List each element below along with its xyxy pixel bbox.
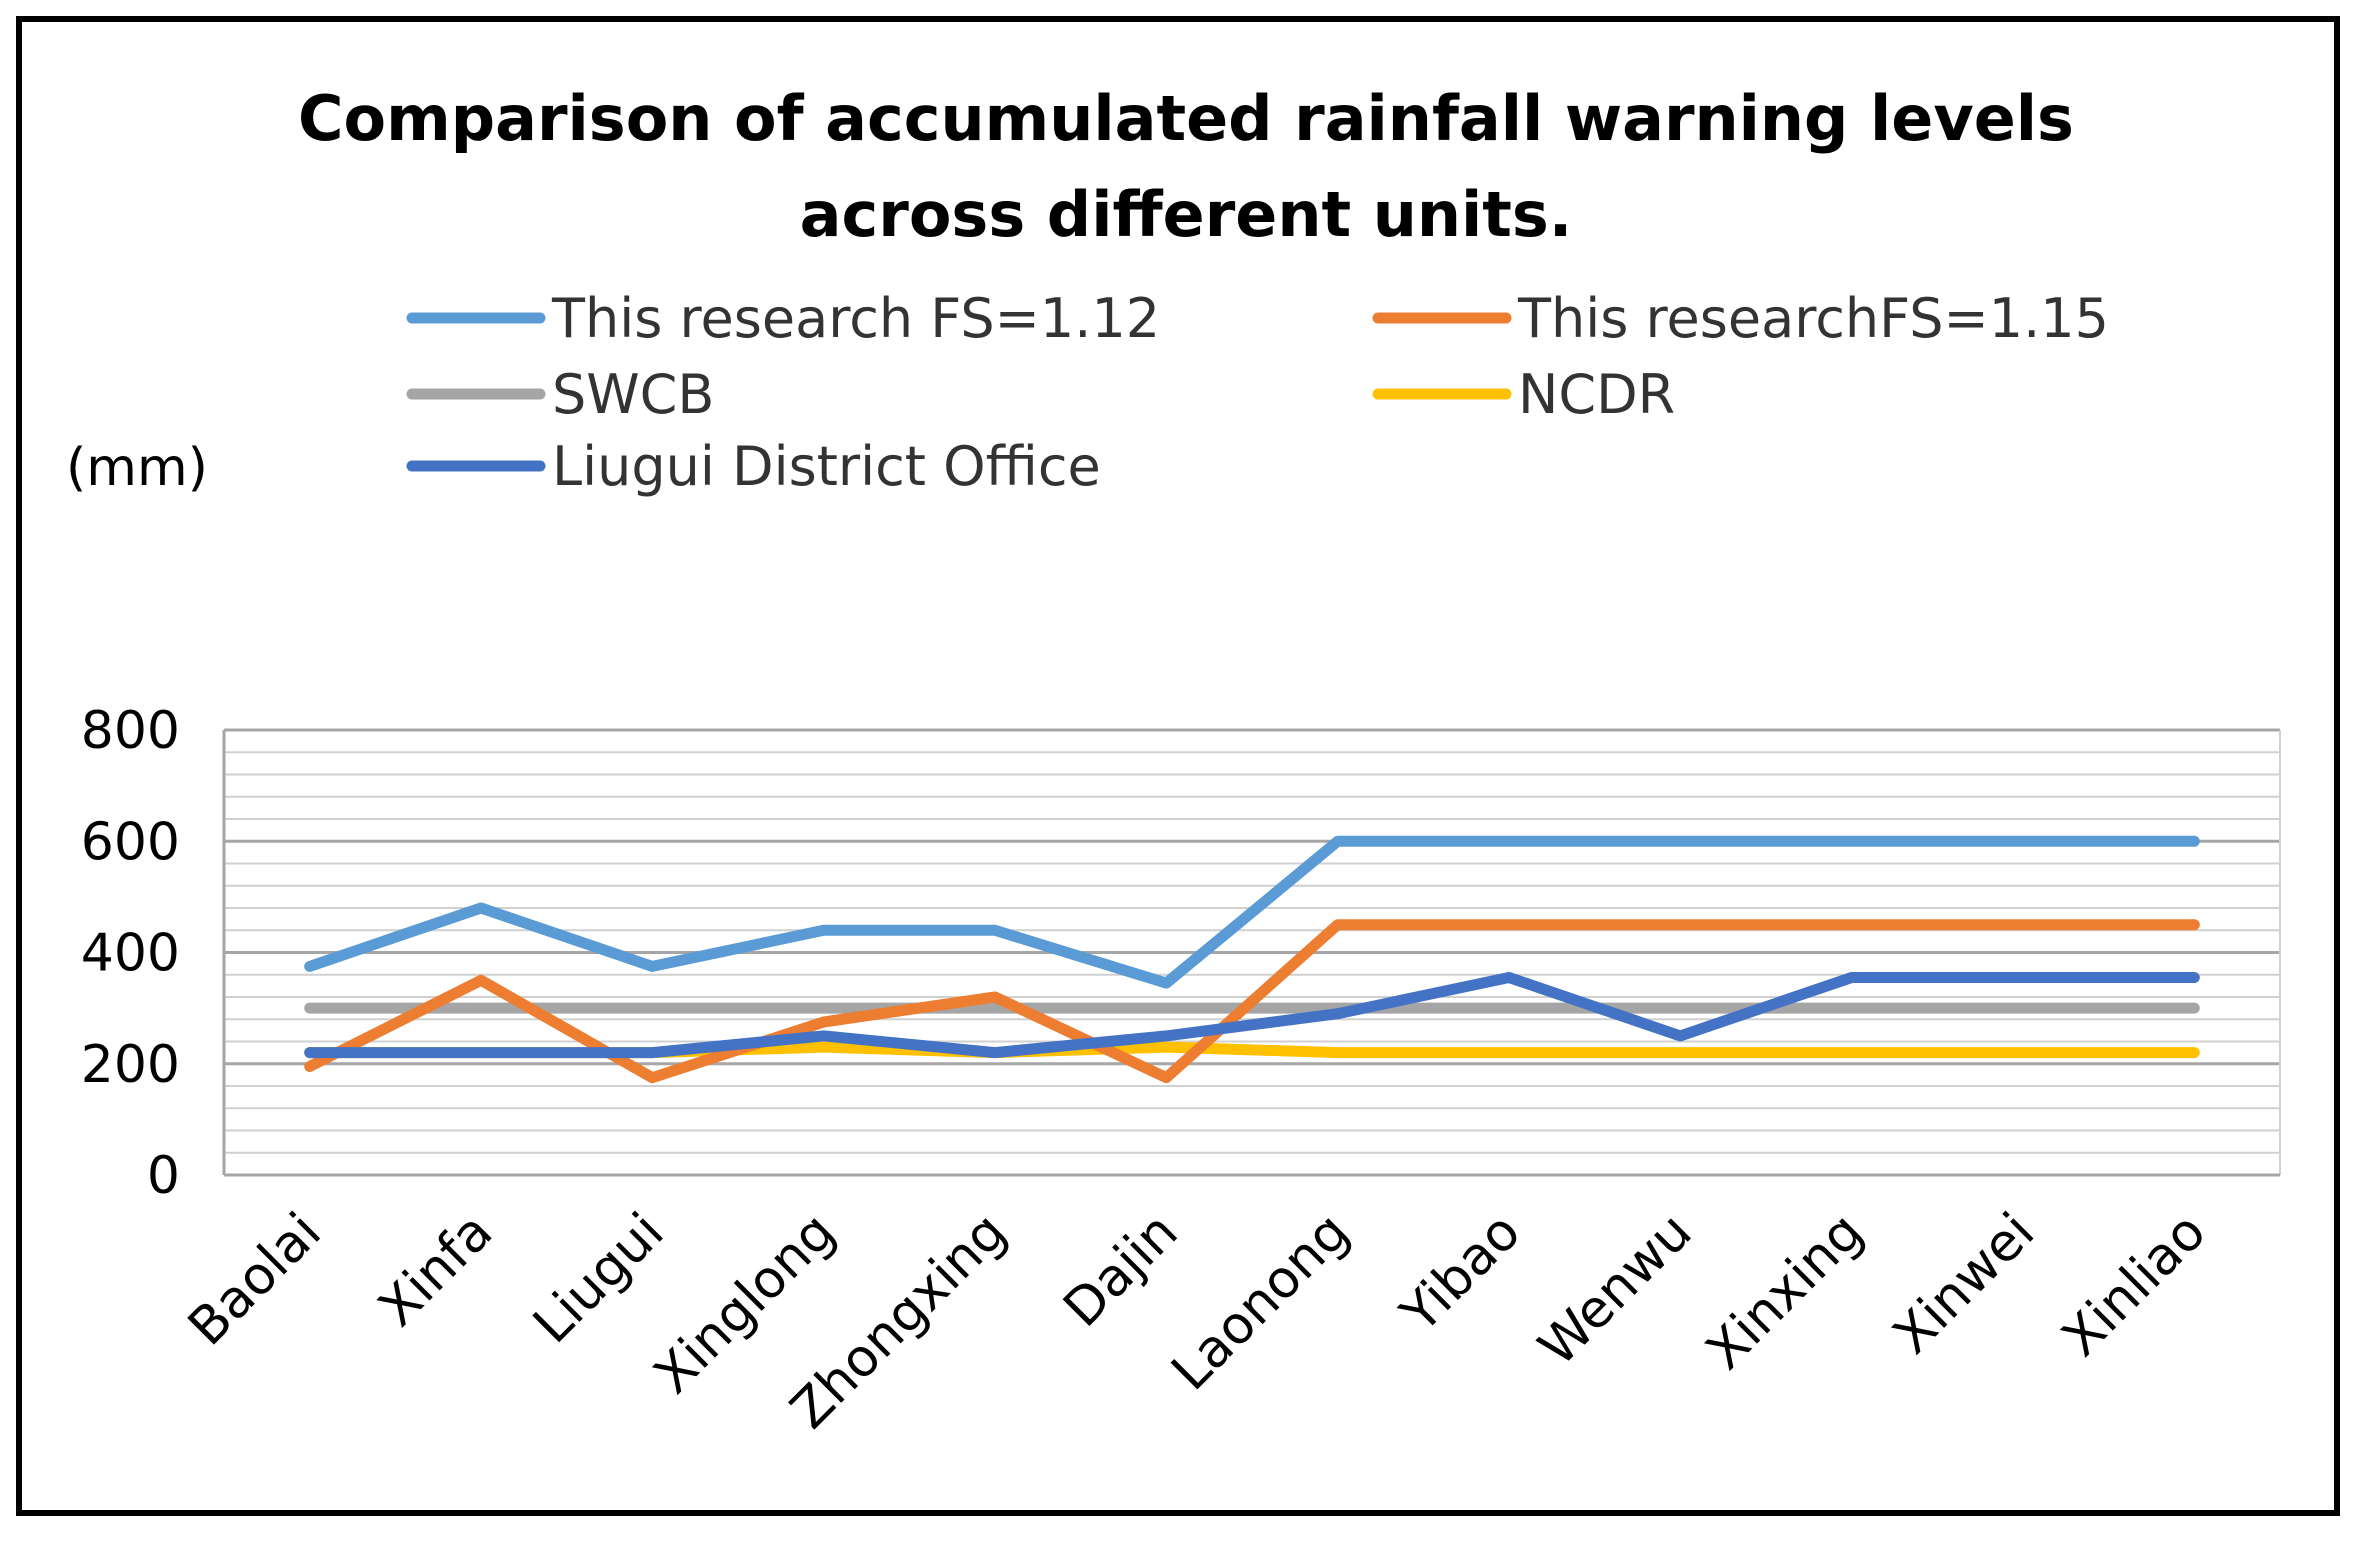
series-lines <box>304 835 2200 1084</box>
x-tick-label: Baolai <box>177 1202 333 1358</box>
x-tick-label: Liugui <box>522 1202 675 1355</box>
gridlines <box>224 728 2281 1175</box>
x-tick-label: Xinfa <box>368 1202 505 1339</box>
y-tick-label: 0 <box>147 1146 180 1206</box>
x-tick-label: Xinxing <box>1695 1202 1875 1382</box>
x-tick-label: Dajin <box>1053 1202 1190 1339</box>
y-tick-labels: 0 200 400 600 800 <box>81 701 180 1206</box>
y-tick-label: 600 <box>81 812 180 872</box>
x-tick-label: Xinwei <box>1882 1202 2046 1366</box>
axes <box>222 730 2280 1177</box>
x-tick-label: Xinliao <box>2051 1202 2218 1369</box>
y-axis-label: (mm) <box>66 438 208 498</box>
y-tick-label: 800 <box>81 701 180 761</box>
y-tick-label: 400 <box>81 924 180 984</box>
legend-label: This researchFS=1.15 <box>1517 287 2109 350</box>
series-line-0 <box>304 835 2200 989</box>
x-tick-label: Yibao <box>1389 1202 1532 1345</box>
chart-frame <box>16 16 2340 1516</box>
legend-label: This research FS=1.12 <box>551 287 1160 350</box>
chart-title-line-2: across different units. <box>800 178 1573 251</box>
chart-title-line-1: Comparison of accumulated rainfall warni… <box>298 82 2074 155</box>
legend: This research FS=1.12 This researchFS=1.1… <box>406 287 2109 498</box>
legend-label: SWCB <box>552 363 714 426</box>
series-line-4 <box>304 972 2200 1059</box>
chart-title: Comparison of accumulated rainfall warni… <box>298 82 2074 251</box>
x-tick-label: Laonong <box>1160 1202 1360 1402</box>
y-tick-label: 200 <box>81 1035 180 1095</box>
series-line-1 <box>304 919 2200 1084</box>
legend-label: Liugui District Office <box>552 435 1101 498</box>
x-tick-label: Wenwu <box>1528 1202 1704 1378</box>
legend-label: NCDR <box>1518 363 1675 426</box>
